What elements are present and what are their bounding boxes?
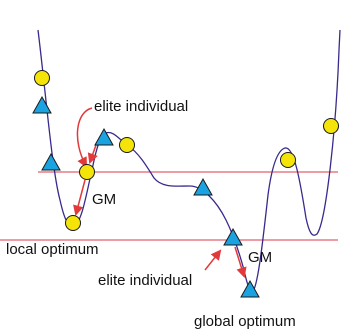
circle-marker [79,164,95,180]
elite-bottom-arrow [204,249,222,271]
gm-top-arrow [73,179,86,217]
triangle-marker [223,227,243,246]
global-optimum-label: global optimum [194,313,296,330]
circle-marker [119,137,135,153]
circle-marker [323,118,339,134]
triangle-marker [193,177,213,196]
triangle-markers [32,95,260,298]
gm-bottom-arrow [234,246,247,279]
gm-top-label: GM [92,191,116,208]
circle-marker [34,70,50,86]
elite-top-arrow [76,107,93,168]
circle-marker [280,152,296,168]
circle-markers [34,70,339,231]
triangle-marker [240,279,260,298]
circle-marker [65,215,81,231]
elite-individual-top-label: elite individual [94,98,188,115]
triangle-marker [41,152,61,171]
elite-individual-bottom-label: elite individual [98,272,192,289]
triangle-marker [32,95,52,114]
top-descent-arrow [87,144,98,164]
triangle-marker [94,127,114,146]
local-optimum-label: local optimum [6,241,99,258]
gm-bottom-label: GM [248,249,272,266]
arrows [73,107,247,279]
